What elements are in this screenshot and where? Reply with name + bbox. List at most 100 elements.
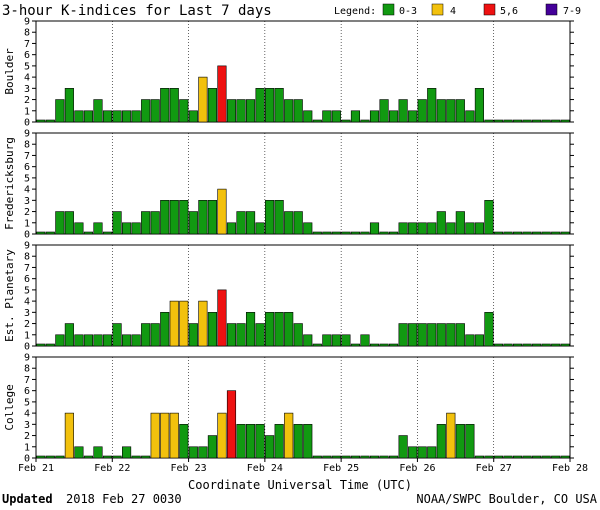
k-index-bar <box>293 99 303 123</box>
k-index-bar <box>379 455 389 459</box>
k-index-bar <box>102 455 113 459</box>
k-index-bar <box>446 412 456 459</box>
k-index-bar <box>379 99 389 123</box>
k-index-bar <box>179 200 189 235</box>
k-index-bar <box>55 99 65 123</box>
k-index-bar <box>141 323 151 347</box>
k-index-bar <box>312 455 322 459</box>
k-index-bar <box>207 312 217 347</box>
k-index-bar <box>169 300 179 347</box>
k-index-bar <box>102 231 113 235</box>
x-tick-label: Feb 25 <box>323 463 359 474</box>
k-index-bar <box>112 455 122 459</box>
y-tick-label: 8 <box>24 28 30 39</box>
k-index-bar <box>122 110 132 123</box>
y-tick-label: 1 <box>24 330 30 341</box>
k-index-bar <box>369 110 380 123</box>
y-tick-label: 6 <box>24 162 30 173</box>
k-index-bar <box>532 455 542 459</box>
panel-ylabel: Boulder <box>3 48 16 95</box>
y-tick-label: 9 <box>24 241 30 252</box>
k-index-bar <box>493 119 504 123</box>
k-index-bar <box>188 446 198 459</box>
legend-label: Legend: <box>334 6 376 17</box>
y-tick-label: 9 <box>24 129 30 140</box>
k-index-bar <box>379 343 389 347</box>
k-index-bar <box>541 455 551 459</box>
k-index-bar <box>55 211 65 235</box>
y-tick-label: 5 <box>24 173 30 184</box>
k-index-bar <box>36 119 46 123</box>
k-index-bar <box>341 119 351 123</box>
k-index-bar <box>122 222 132 235</box>
k-index-bar <box>360 231 370 235</box>
k-index-bar <box>303 110 313 123</box>
k-index-bar <box>417 99 427 123</box>
y-tick-label: 1 <box>24 218 30 229</box>
k-index-bar <box>436 99 446 123</box>
k-index-bar <box>55 455 65 459</box>
legend-swatch-7-9 <box>545 3 558 16</box>
x-tick-label: Feb 27 <box>476 463 512 474</box>
x-tick-label: Feb 26 <box>399 463 435 474</box>
k-index-bar <box>522 343 532 347</box>
k-index-bar <box>512 455 523 459</box>
updated-value: 2018 Feb 27 0030 <box>66 492 182 506</box>
k-index-bar <box>312 119 322 123</box>
y-tick-label: 3 <box>24 308 30 319</box>
k-index-bar <box>398 435 408 459</box>
k-index-bar <box>74 222 84 235</box>
k-index-bar <box>160 312 170 347</box>
panels: 0123456789Boulder0123456789Fredericksbur… <box>3 17 574 465</box>
y-tick-label: 4 <box>24 73 30 84</box>
k-index-bar <box>322 231 332 235</box>
k-index-bar <box>522 119 532 123</box>
k-index-bar <box>312 343 322 347</box>
k-index-bar <box>379 231 389 235</box>
k-index-bar <box>141 211 151 235</box>
k-index-bar <box>245 211 256 235</box>
k-index-bar <box>522 455 532 459</box>
k-index-bar <box>503 119 513 123</box>
updated-label: Updated <box>2 492 53 506</box>
k-index-bar <box>93 334 103 347</box>
k-index-bar <box>350 455 361 459</box>
k-index-bar <box>512 119 523 123</box>
k-index-bar <box>169 88 179 123</box>
k-index-bar <box>493 343 504 347</box>
k-index-bar <box>188 110 198 123</box>
k-index-bar <box>293 424 303 459</box>
k-index-bar <box>83 231 94 235</box>
k-index-bar <box>446 99 456 123</box>
k-index-bar <box>236 211 246 235</box>
k-index-bar <box>408 110 418 123</box>
x-tick-label: Feb 22 <box>94 463 130 474</box>
k-index-bar <box>474 88 484 123</box>
legend-swatch-0-3 <box>382 3 395 16</box>
k-index-bar <box>408 222 418 235</box>
y-tick-label: 1 <box>24 106 30 117</box>
k-index-bar <box>141 99 151 123</box>
k-index-bar <box>465 110 475 123</box>
k-index-bar <box>265 312 275 347</box>
y-tick-label: 7 <box>24 39 30 50</box>
k-index-bar <box>217 412 227 459</box>
k-index-bar <box>303 334 313 347</box>
k-index-bar <box>160 88 170 123</box>
k-index-bar <box>274 88 284 123</box>
k-index-bar <box>131 110 141 123</box>
k-index-bar <box>150 412 160 459</box>
k-index-bar <box>102 334 113 347</box>
k-index-bar <box>512 343 523 347</box>
k-index-bar <box>236 323 246 347</box>
k-index-bar <box>522 231 532 235</box>
k-index-bar <box>93 222 103 235</box>
y-tick-label: 2 <box>24 431 30 442</box>
k-index-bar <box>74 110 84 123</box>
legend: 0-3 4 5,6 7-9 <box>382 3 581 17</box>
k-index-bar <box>198 300 208 347</box>
k-index-bar <box>245 99 256 123</box>
k-index-bar <box>265 88 275 123</box>
